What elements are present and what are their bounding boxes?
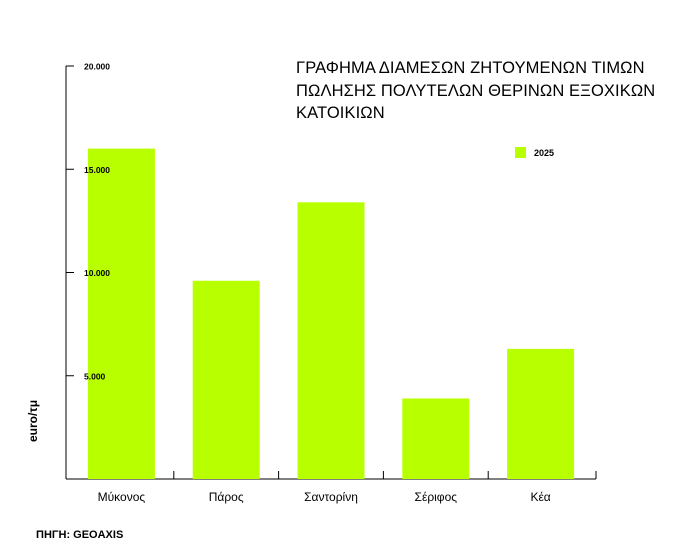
y-tick-label: 5.000 bbox=[84, 371, 106, 381]
y-axis-ticks: 5.000 10.000 15.000 20.000 bbox=[66, 62, 110, 381]
chart-title-line-3: ΚΑΤΟΙΚΙΩΝ bbox=[296, 104, 385, 122]
bar bbox=[507, 348, 575, 479]
legend-swatch bbox=[515, 147, 526, 158]
bar bbox=[297, 202, 365, 480]
y-axis-label: euro/τμ bbox=[26, 399, 40, 442]
chart-title: ΓΡΑΦΗΜΑ ΔΙΑΜΕΣΩΝ ΖΗΤΟΥΜΕΝΩΝ ΤΙΜΩΝ ΠΩΛΗΣΗ… bbox=[296, 57, 666, 125]
y-tick-label: 15.000 bbox=[84, 165, 110, 175]
x-tick-label: Σαντορίνη bbox=[304, 490, 358, 504]
bar bbox=[87, 148, 155, 479]
bar bbox=[402, 398, 470, 479]
bar bbox=[192, 280, 260, 479]
chart-legend: 2025 bbox=[515, 147, 554, 158]
x-tick-label: Πάρος bbox=[209, 490, 244, 504]
legend-label: 2025 bbox=[534, 147, 555, 158]
x-tick-label: Κέα bbox=[530, 490, 550, 504]
x-tick-label: Μύκονος bbox=[98, 490, 146, 504]
y-tick-label: 10.000 bbox=[84, 268, 110, 278]
x-tick-label: Σέριφος bbox=[415, 490, 458, 504]
x-axis-labels: Μύκονος Πάρος Σαντορίνη Σέριφος Κέα bbox=[98, 490, 551, 504]
chart-title-line-1: ΓΡΑΦΗΜΑ ΔΙΑΜΕΣΩΝ ΖΗΤΟΥΜΕΝΩΝ ΤΙΜΩΝ bbox=[296, 59, 645, 77]
chart-bars bbox=[87, 148, 575, 480]
y-tick-label: 20.000 bbox=[84, 62, 110, 72]
source-note: ΠΗΓΗ: GEOAXIS bbox=[36, 529, 124, 541]
chart-title-line-2: ΠΩΛΗΣΗΣ ΠΟΛΥΤΕΛΩΝ ΘΕΡΙΝΩΝ ΕΞΟΧΙΚΩΝ bbox=[296, 81, 656, 100]
